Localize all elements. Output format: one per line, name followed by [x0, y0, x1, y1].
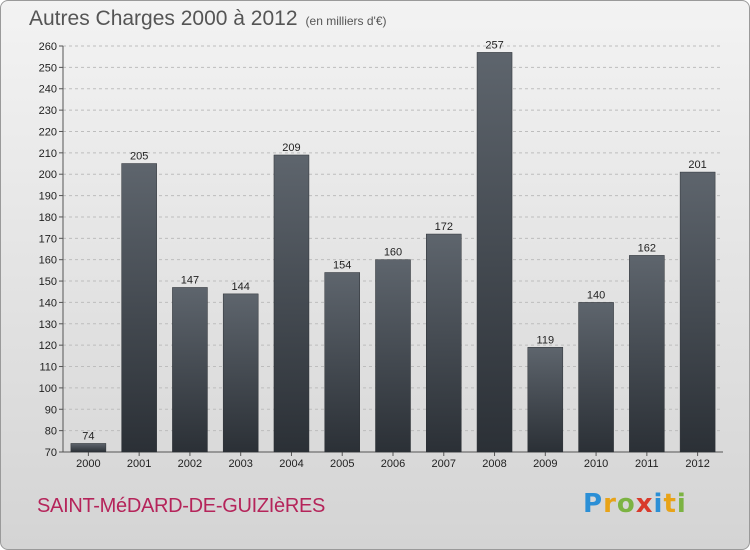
- y-tick-label: 160: [39, 255, 57, 267]
- y-tick-label: 180: [39, 212, 57, 224]
- bar-value-label: 140: [587, 289, 605, 301]
- y-tick-label: 90: [45, 404, 57, 416]
- y-tick-label: 70: [45, 447, 57, 459]
- bar-value-label: 154: [333, 260, 351, 272]
- bar-value-label: 257: [485, 39, 503, 51]
- logo-letter: t: [663, 489, 677, 519]
- y-tick-label: 80: [45, 426, 57, 438]
- x-tick-label: 2007: [432, 458, 456, 470]
- city-name: SAINT-MéDARD-DE-GUIZIèRES: [37, 495, 326, 517]
- x-tick-label: 2012: [685, 458, 709, 470]
- logo-letter: P: [583, 489, 604, 519]
- bar: [172, 287, 208, 453]
- y-tick-label: 240: [39, 84, 57, 96]
- y-tick-label: 260: [39, 41, 57, 53]
- x-tick-label: 2006: [381, 458, 405, 470]
- x-tick-label: 2004: [279, 458, 303, 470]
- bar: [527, 347, 564, 453]
- y-tick-label: 220: [39, 126, 57, 138]
- y-tick-label: 130: [39, 319, 57, 331]
- bar-value-label: 172: [435, 221, 453, 233]
- logo-letter: x: [635, 489, 654, 519]
- x-tick-label: 2000: [76, 458, 100, 470]
- logo-letter: i: [653, 489, 664, 519]
- proxiti-logo: Proxiti: [583, 489, 687, 519]
- x-tick-labels: 2000 2001 2002 2003 2004 2005 2006 2007 2008 2009…: [76, 458, 710, 470]
- y-tick-label: 170: [39, 233, 57, 245]
- bar-value-label: 147: [181, 274, 199, 286]
- y-tick-label: 190: [39, 191, 57, 203]
- bar-value-label: 162: [638, 242, 656, 254]
- bar-value-label: 201: [688, 159, 706, 171]
- data-labels: 74 205 147 144 209 154 160 172 257 119 140 162 201: [82, 39, 707, 442]
- x-tick-label: 2002: [178, 458, 202, 470]
- chart-subtitle: (en milliers d'€): [305, 14, 387, 28]
- bar: [324, 272, 360, 453]
- y-tick-label: 210: [39, 148, 57, 160]
- y-tick-label: 250: [39, 62, 57, 74]
- y-tick-label: 100: [39, 383, 57, 395]
- y-tick-label: 230: [39, 105, 57, 117]
- y-tick-label: 110: [39, 362, 57, 374]
- bar-value-label: 119: [537, 334, 555, 346]
- bar: [679, 171, 716, 453]
- x-tick-label: 2001: [127, 458, 151, 470]
- y-tick-label: 200: [39, 169, 57, 181]
- y-tick-label: 140: [39, 297, 57, 309]
- logo-letter: o: [616, 489, 636, 519]
- bar-value-label: 144: [232, 281, 250, 293]
- bar: [222, 293, 259, 453]
- bar: [426, 233, 462, 453]
- logo-letter: i: [676, 489, 687, 519]
- bar-value-label: 160: [384, 247, 402, 259]
- x-tick-label: 2005: [330, 458, 354, 470]
- bars: [70, 52, 716, 453]
- bar: [70, 443, 107, 453]
- y-tick-label: 150: [39, 276, 57, 288]
- bar: [629, 255, 665, 453]
- logo-letter: r: [603, 489, 617, 519]
- bar-value-label: 205: [130, 151, 148, 163]
- x-tick-label: 2008: [482, 458, 506, 470]
- y-tick-labels: 70 80 90 100 110 120 130 140 150 160 170 180 190 200 2…: [39, 41, 57, 459]
- y-tick-label: 120: [39, 340, 57, 352]
- x-tick-label: 2011: [635, 458, 659, 470]
- bar: [273, 154, 310, 453]
- bar: [578, 302, 614, 453]
- x-tick-label: 2003: [228, 458, 252, 470]
- bar-value-label: 74: [82, 430, 94, 442]
- bar: [375, 259, 411, 453]
- bar-value-label: 209: [282, 142, 300, 154]
- x-tick-label: 2010: [584, 458, 608, 470]
- bar: [121, 163, 157, 453]
- chart-title-text: Autres Charges 2000 à 2012: [29, 7, 298, 30]
- x-tick-label: 2009: [533, 458, 557, 470]
- chart-title: Autres Charges 2000 à 2012 (en milliers d…: [29, 7, 387, 31]
- bar: [476, 52, 513, 453]
